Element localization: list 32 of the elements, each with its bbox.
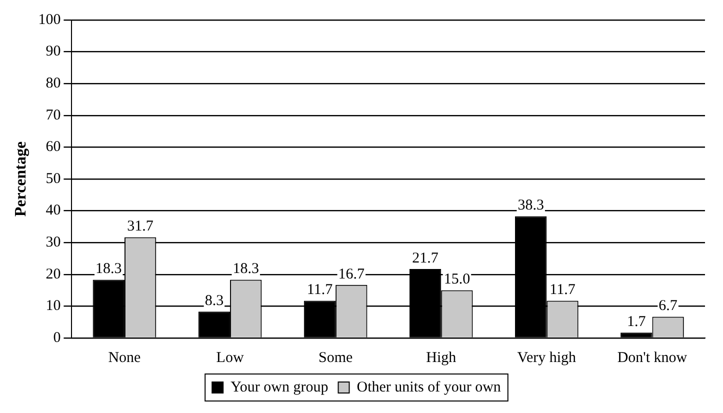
x-tick-label: None [108,350,142,366]
y-tick-label: 70 [46,107,61,124]
x-tick-label: Some [318,350,353,366]
y-tick-label: 100 [38,12,61,28]
data-label: 15.0 [444,272,470,288]
data-label: 38.3 [518,198,544,214]
x-tick-label: Don't know [617,350,688,366]
x-tick-label: High [426,350,457,366]
y-tick-label: 90 [46,44,61,60]
data-label: 16.7 [338,266,366,282]
data-label: 1.7 [627,314,646,330]
data-label: 18.3 [96,261,122,278]
y-tick-label: 40 [46,202,61,219]
y-tick-label: 60 [46,139,61,156]
legend-label: Your own group [230,379,328,396]
data-label: 6.7 [658,298,678,314]
y-tick-label: 0 [53,330,61,346]
data-label: 11.7 [550,282,576,298]
x-tick-label: Very high [517,350,577,366]
y-tick-label: 20 [46,266,61,282]
data-label: 8.3 [204,293,224,310]
legend-label: Other units of your own [356,379,502,396]
data-label: 11.7 [306,282,334,298]
data-label: 18.3 [232,261,259,278]
x-tick-label: Low [216,350,244,366]
data-label: 31.7 [127,218,154,235]
y-axis-title: Percentage [12,141,30,217]
data-label: 21.7 [412,250,439,266]
y-tick-label: 10 [46,298,61,314]
y-tick-label: 30 [46,234,61,251]
y-tick-label: 80 [46,76,61,92]
y-tick-label: 50 [46,170,61,187]
